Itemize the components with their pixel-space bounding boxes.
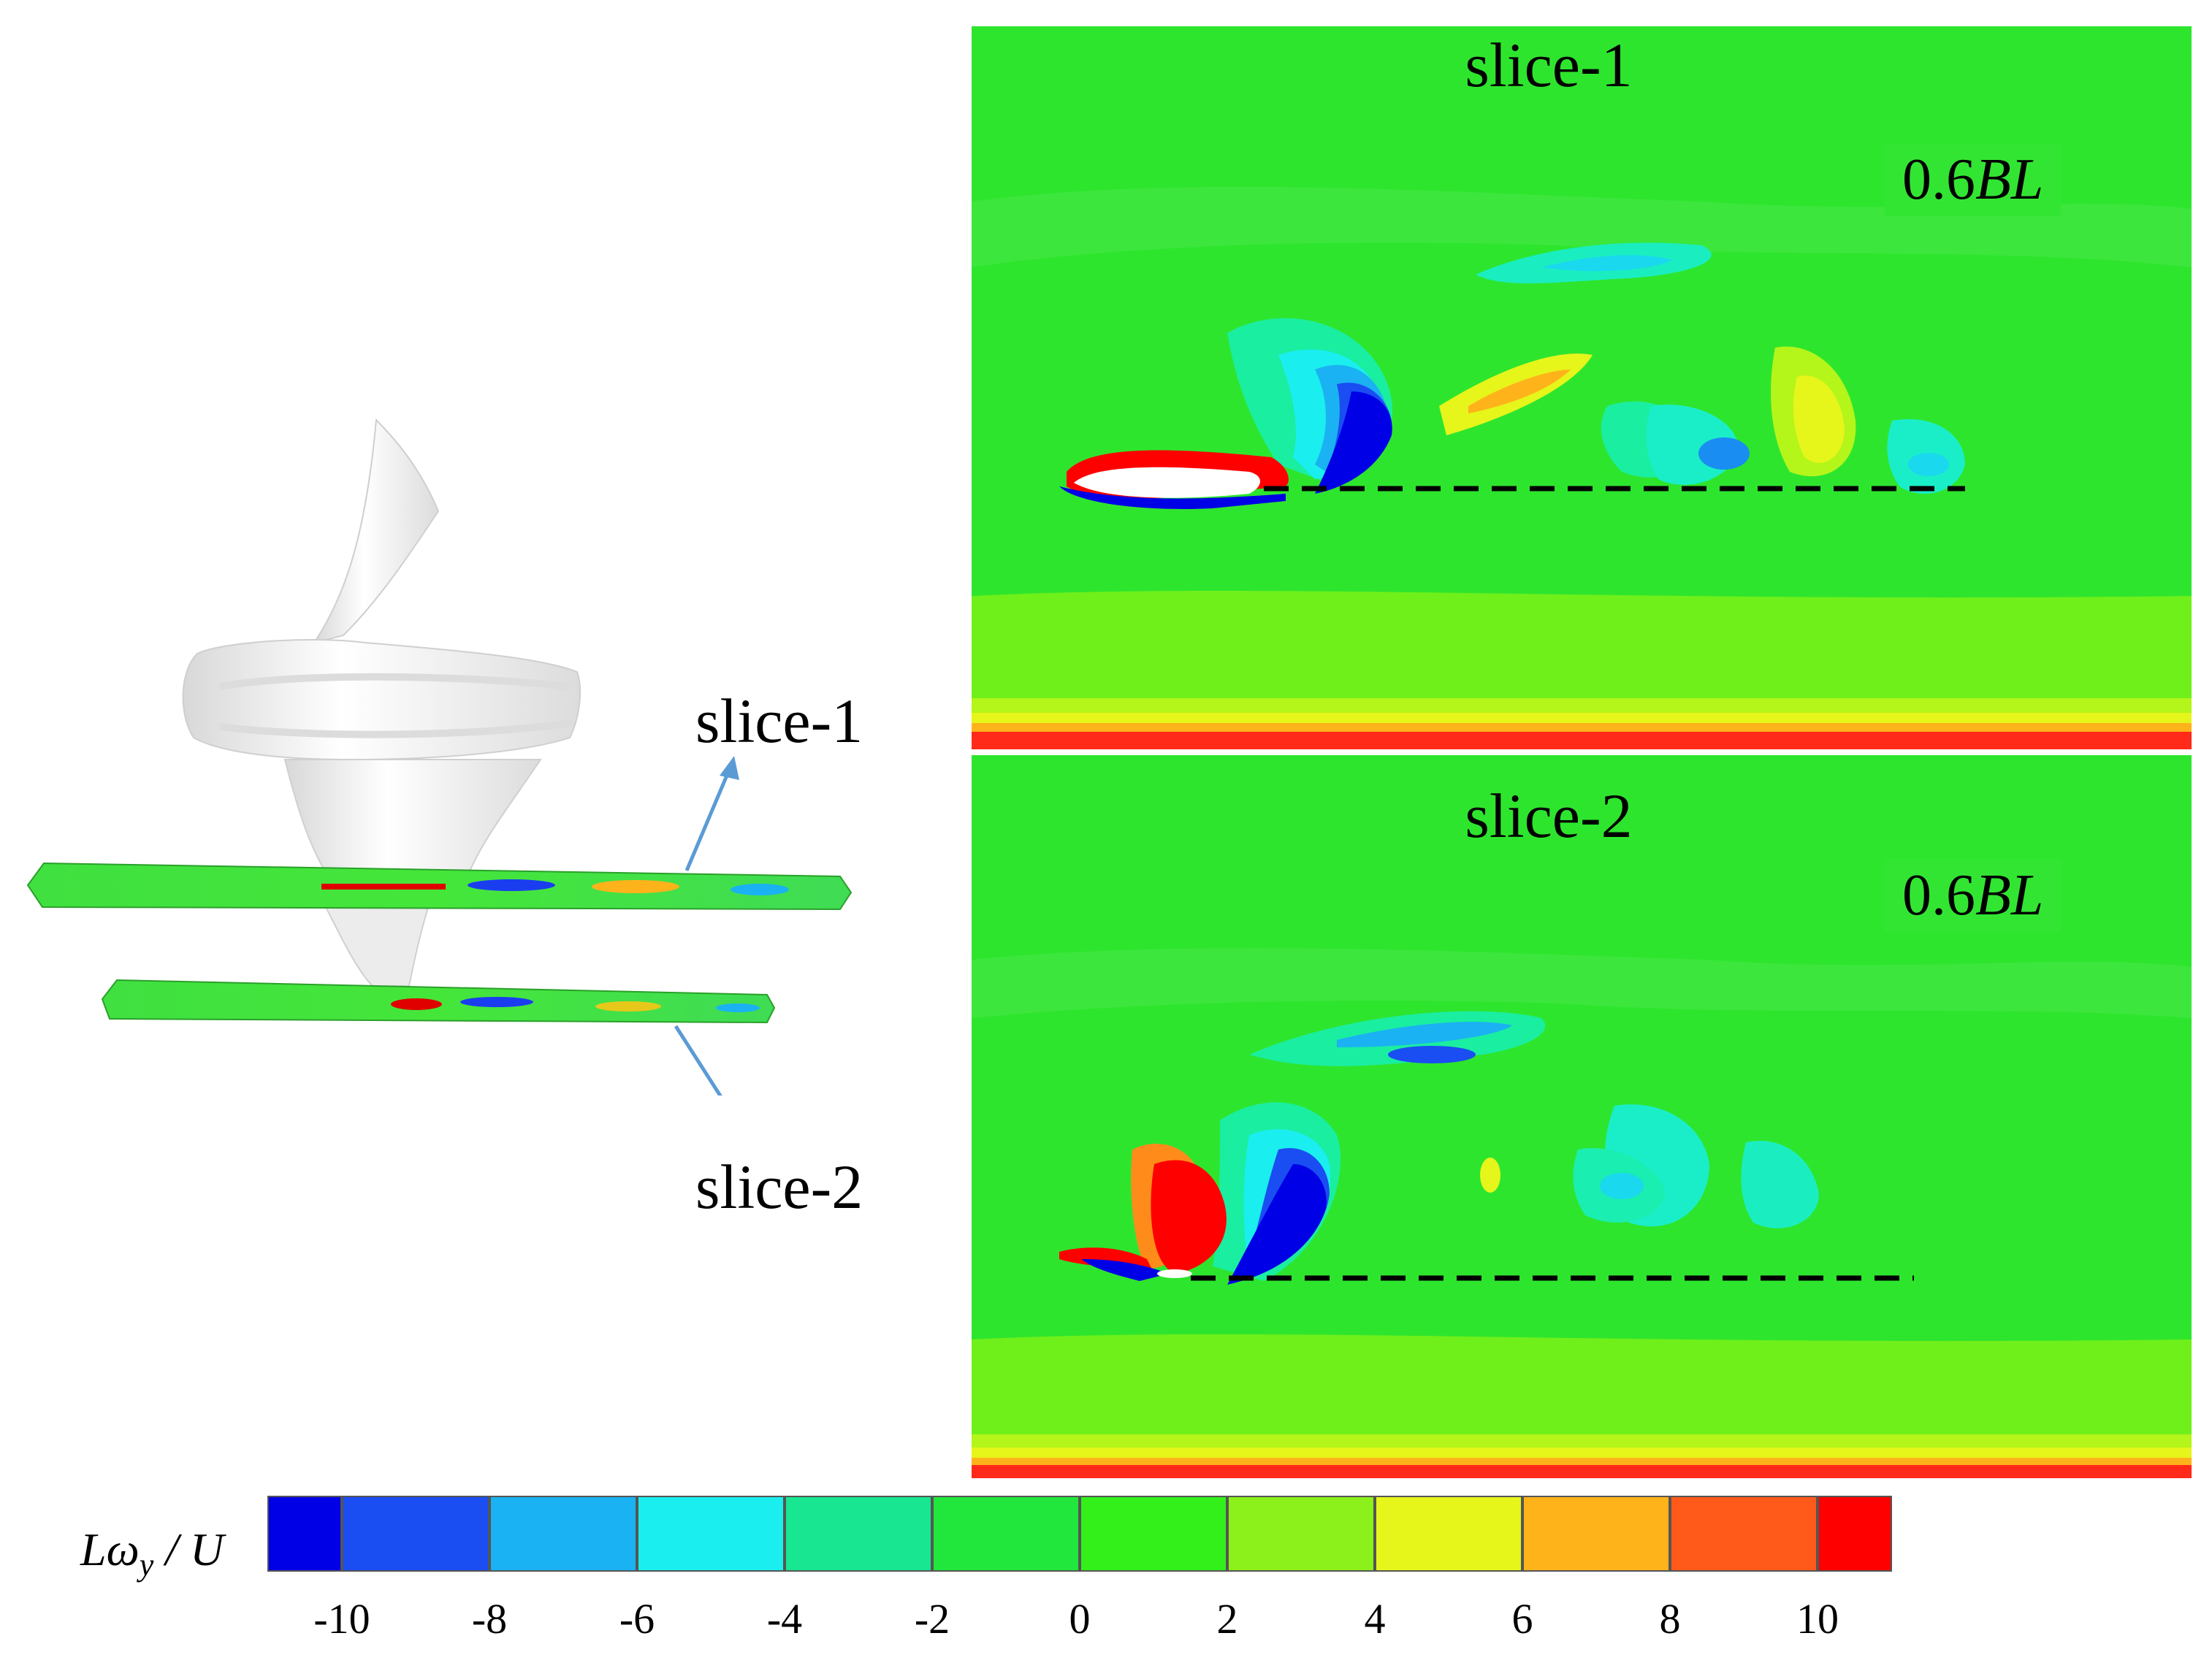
colorbar-tick-label: -2: [914, 1595, 950, 1643]
arrow-slice-1: [684, 766, 733, 871]
colorbar-tick-label: 0: [1069, 1595, 1091, 1643]
colorbar-title: Lωy / U: [80, 1526, 224, 1581]
body-fin-tip: [320, 898, 432, 987]
panel-1-title: slice-1: [1465, 30, 1633, 100]
colorbar-tick-label: 4: [1364, 1595, 1386, 1643]
colorbar-tick-label: 8: [1659, 1595, 1681, 1643]
body-torso: [182, 639, 581, 761]
panel-2-title: slice-2: [1465, 781, 1633, 851]
colorbar-cell: [785, 1496, 932, 1572]
colorbar-cell: [932, 1496, 1080, 1572]
colorbar-title-sub: y: [139, 1546, 154, 1583]
slice-1-vortex-yellow: [592, 880, 679, 893]
colorbar-cell: [1080, 1496, 1227, 1572]
arrow-slice-1-head: [720, 756, 739, 780]
colorbar-cell: [267, 1496, 342, 1572]
colorbar-cell: [1818, 1496, 1892, 1572]
slice-1-vortex-red: [321, 884, 446, 890]
colorbar-cell: [1522, 1496, 1670, 1572]
colorbar-cell: [489, 1496, 637, 1572]
fish-body-3d-view: [26, 418, 853, 1095]
panel-1-scale-value: 0.6: [1902, 148, 1975, 212]
slice-2-vortex-yellow: [595, 1001, 661, 1012]
colorbar-cell: [1670, 1496, 1818, 1572]
colorbar-tick-label: 2: [1216, 1595, 1238, 1643]
body-ridge-2: [218, 719, 571, 738]
colorbar-tick-label: -4: [766, 1595, 803, 1643]
slice-2-vortex-blue: [460, 997, 533, 1007]
panel-1-scale-label: 0.6BL: [1885, 143, 2062, 216]
colorbar-cell: [637, 1496, 785, 1572]
panel-2-scale-value: 0.6: [1902, 863, 1975, 928]
body-ridge: [218, 673, 571, 690]
panel-2-scale-label: 0.6BL: [1885, 859, 2062, 932]
colorbar-cell: [1227, 1496, 1375, 1572]
colorbar-title-tail: / U: [153, 1523, 224, 1575]
colorbar-tick-label: -10: [313, 1595, 370, 1643]
slice-2-vortex-cyan: [716, 1003, 760, 1012]
slice-1-vortex-blue: [468, 879, 555, 891]
colorbar-cell: [1375, 1496, 1522, 1572]
body-tail-upper: [312, 418, 440, 644]
contour-panel-slice-1: [972, 26, 2192, 749]
slice-2-vortex-red: [391, 998, 442, 1010]
colorbar-tick-label: -8: [471, 1595, 508, 1643]
panel-2-scale-unit: BL: [1975, 863, 2044, 928]
colorbar-tick-label: -6: [619, 1595, 655, 1643]
colorbar-tick-label: 10: [1796, 1595, 1839, 1643]
slice-1-vortex-cyan: [731, 884, 789, 895]
label-slice-2: slice-2: [695, 1152, 863, 1222]
colorbar-tick-label: 6: [1511, 1595, 1533, 1643]
colorbar-title-main: Lω: [80, 1523, 140, 1575]
arrow-slice-2: [674, 1025, 722, 1095]
colorbar-cell: [342, 1496, 489, 1572]
panel-1-scale-unit: BL: [1975, 148, 2044, 212]
label-slice-1: slice-1: [695, 686, 863, 756]
